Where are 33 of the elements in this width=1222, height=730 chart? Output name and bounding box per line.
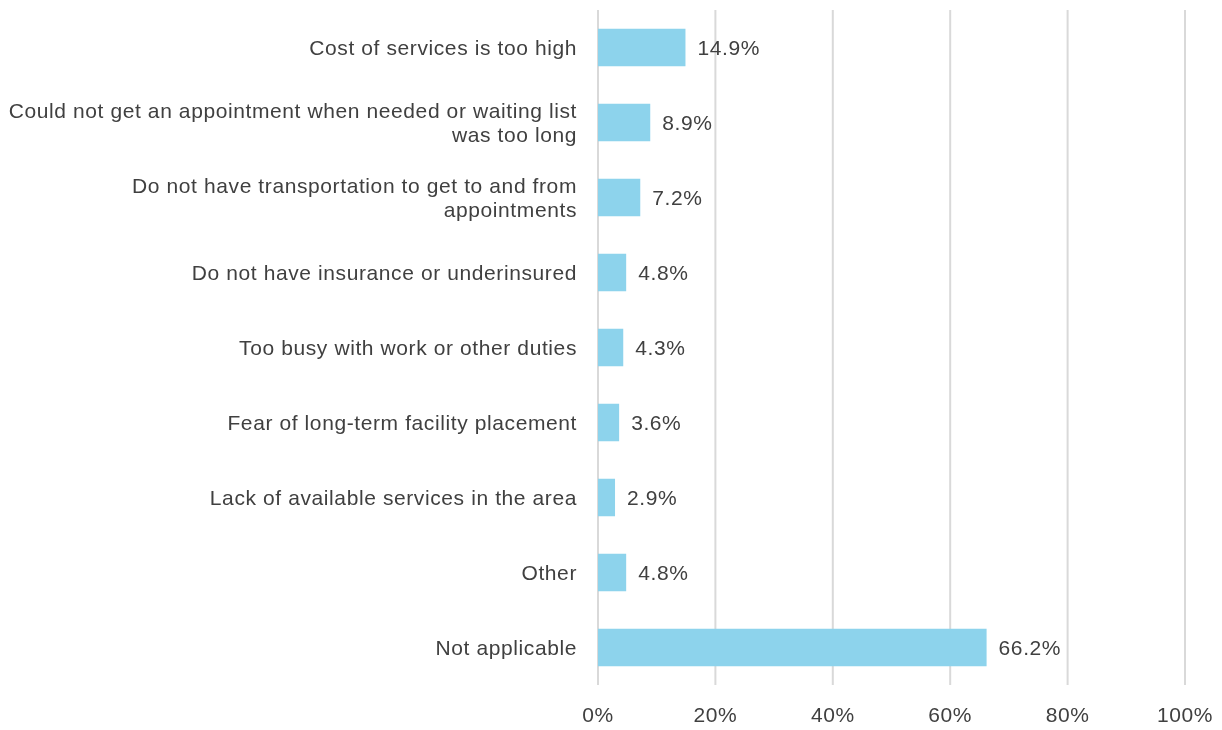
y-tick-label: Cost of services is too high bbox=[309, 35, 577, 59]
y-tick-label: Do not have insurance or underinsured bbox=[191, 260, 577, 284]
data-label: 8.9% bbox=[662, 110, 713, 134]
data-label: 66.2% bbox=[998, 635, 1062, 659]
data-label: 4.8% bbox=[638, 560, 689, 584]
y-tick-label: Do not have transportation to get to and from appointments bbox=[132, 173, 577, 221]
data-label: 4.3% bbox=[635, 335, 686, 359]
y-tick-label: Other bbox=[521, 560, 577, 584]
data-label: 3.6% bbox=[631, 410, 682, 434]
data-label: 7.2% bbox=[652, 185, 703, 209]
bar bbox=[598, 628, 987, 667]
y-tick-label: Could not get an appointment when needed or waiting list was too long bbox=[8, 98, 577, 146]
data-label: 14.9% bbox=[697, 35, 761, 59]
bar bbox=[598, 178, 641, 217]
bar bbox=[598, 103, 651, 142]
x-tick-label: 0% bbox=[582, 703, 614, 726]
y-tick-label: Fear of long-term facility placement bbox=[227, 410, 577, 434]
bar bbox=[598, 28, 686, 67]
y-tick-label: Lack of available services in the area bbox=[209, 485, 577, 509]
bar bbox=[598, 328, 624, 367]
bar bbox=[598, 403, 620, 442]
x-tick-label: 60% bbox=[928, 703, 973, 726]
data-label: 4.8% bbox=[638, 260, 689, 284]
x-tick-label: 100% bbox=[1156, 703, 1214, 726]
bar bbox=[598, 553, 627, 592]
bar bbox=[598, 478, 616, 517]
x-tick-label: 40% bbox=[810, 703, 855, 726]
y-tick-label: Too busy with work or other duties bbox=[239, 335, 577, 359]
bar bbox=[598, 253, 627, 292]
y-tick-label: Not applicable bbox=[435, 635, 577, 659]
data-label: 2.9% bbox=[627, 485, 678, 509]
x-tick-label: 20% bbox=[693, 703, 738, 726]
x-tick-label: 80% bbox=[1045, 703, 1090, 726]
